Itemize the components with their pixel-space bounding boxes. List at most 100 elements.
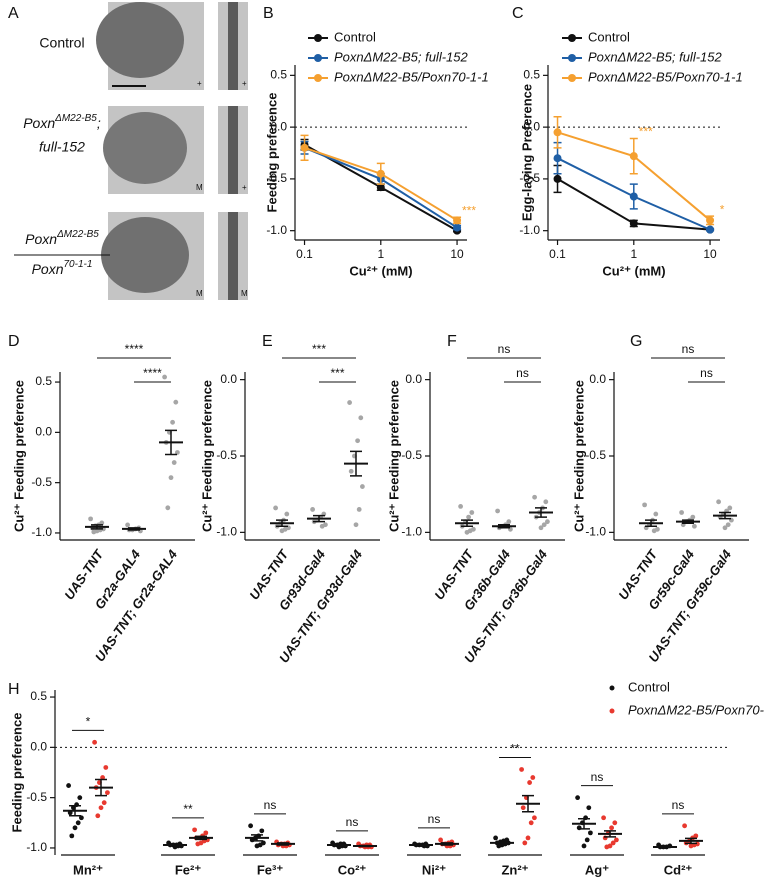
data-point [586,805,592,811]
y-tick-label: 0.5 [30,689,47,703]
legend-label: PoxnΔM22-B5/Poxn70-1-1 [628,702,764,717]
data-point [259,828,265,834]
significance: ns [516,366,529,380]
y-tick-label: 0.5 [270,68,287,82]
data-point [203,830,209,836]
data-point [506,519,512,525]
significance: ns [498,342,511,356]
data-point [88,516,93,522]
data-point [496,843,502,849]
legend-marker [609,708,615,714]
data-point [532,815,537,821]
data-point [692,523,697,529]
data-point [95,813,101,819]
data-point [170,419,176,425]
error-bar [719,511,731,520]
data-point [162,374,168,380]
legend-label: PoxnΔM22-B5; full-152 [334,49,469,64]
gene: Poxn [32,261,64,277]
x-tick-label: 0.1 [296,247,313,261]
x-axis-label: Cu²⁺ (mM) [349,263,412,278]
y-tick-label: -1.0 [585,525,606,539]
data-point [553,128,562,137]
x-tick-label: Ag⁺ [585,862,609,877]
image-content [228,106,238,194]
data-point [651,528,657,534]
significance: ** [510,742,520,756]
y-tick-label: -1.0 [26,840,47,854]
y-tick-label: 0.0 [220,372,237,386]
data-point [355,438,360,444]
x-tick-label: Zn²⁺ [501,862,528,877]
data-point [72,825,78,831]
legend-marker [568,54,576,62]
data-point [173,399,179,405]
data-point [527,780,532,785]
image-mark: M [241,289,248,298]
genotype-label: Poxn70-1-1 [32,259,93,277]
y-tick-label: 0.0 [523,119,540,133]
data-point [629,219,638,228]
data-point [284,511,290,517]
data-point [105,790,110,796]
data-point [356,507,362,512]
data-point [348,468,354,474]
data-point [453,216,462,225]
data-point [727,505,733,511]
significance: ns [682,342,695,356]
legend-marker [314,34,322,42]
data-point [353,522,359,528]
data-point [525,835,531,841]
genotype-label: Control [39,35,84,51]
data-point [279,528,285,534]
error-bar [659,845,671,849]
data-point [75,820,81,826]
data-point [530,775,536,780]
data-point [466,514,471,520]
data-point [493,835,498,841]
data-point [360,484,365,489]
allele: ΔM22-B5 [54,113,97,124]
y-tick-label: -0.5 [31,475,52,489]
data-point [92,739,97,745]
allele: 70-1-1 [64,259,93,270]
data-point [553,154,562,163]
data-point [553,174,562,183]
legend-label: Control [628,679,670,694]
error-bar [522,794,534,813]
error-bar [251,834,263,842]
error-bar [195,835,207,841]
data-point [358,415,364,421]
error-bar [95,778,107,797]
error-bar [359,844,371,848]
significance: ns [264,798,277,812]
data-point [464,529,470,535]
y-tick-label: 0.5 [523,68,540,82]
y-tick-label: 0.0 [589,372,606,386]
data-point [192,827,198,833]
data-point [543,499,549,505]
data-point [629,192,638,201]
error-bar [128,527,140,531]
data-point [125,522,130,528]
legend-marker [314,54,322,62]
x-tick-label: Mn²⁺ [73,862,103,877]
y-tick-label: -0.5 [266,171,287,185]
data-point [609,825,614,831]
data-point [376,183,385,192]
data-point [310,507,315,512]
data-point [319,523,325,529]
data-point [725,522,731,528]
y-tick-label: 0.0 [270,119,287,133]
y-tick-label: -0.5 [585,448,606,462]
significance: ns [428,812,441,826]
data-point [545,519,550,525]
image-content [228,212,238,300]
data-point [688,843,694,849]
data-point [469,510,475,515]
image-content [101,217,189,293]
error-bar [350,450,362,477]
data-point [653,511,659,517]
data-point [706,216,715,225]
error-bar [277,842,289,846]
